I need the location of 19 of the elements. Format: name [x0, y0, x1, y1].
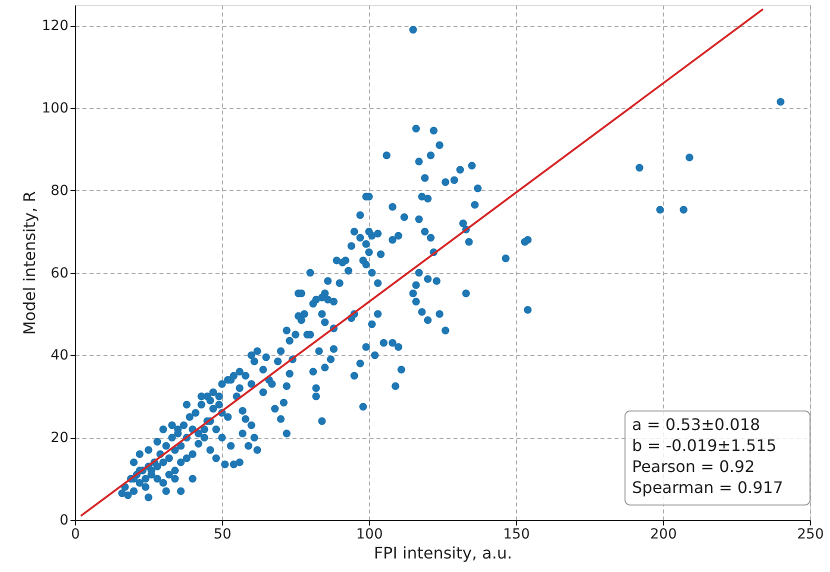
annotation: b = -0.019±1.515: [632, 436, 777, 455]
annotation: Pearson = 0.92: [632, 457, 755, 476]
y-tick-label: 60: [50, 265, 68, 282]
y-tick-label: 40: [50, 348, 68, 364]
x-axis-title: FPI intensity, a.u.: [374, 544, 512, 562]
x-tick-label: 250: [797, 526, 824, 542]
x-tick-label: 0: [71, 526, 80, 542]
annotation: Spearman = 0.917: [632, 478, 784, 497]
x-tick-label: 50: [214, 526, 232, 542]
y-tick-label: 80: [50, 182, 68, 199]
x-tick-label: 150: [503, 526, 530, 542]
y-tick-label: 20: [50, 430, 68, 446]
y-tick-label: 120: [42, 18, 68, 34]
y-tick-label: 100: [42, 100, 68, 116]
annotation: a = 0.53±0.018: [632, 415, 760, 434]
x-tick-label: 100: [356, 526, 383, 542]
x-tick-label: 200: [650, 526, 677, 542]
y-tick-label: 0: [60, 512, 68, 528]
y-axis-title: Model intensity, R: [20, 191, 39, 335]
